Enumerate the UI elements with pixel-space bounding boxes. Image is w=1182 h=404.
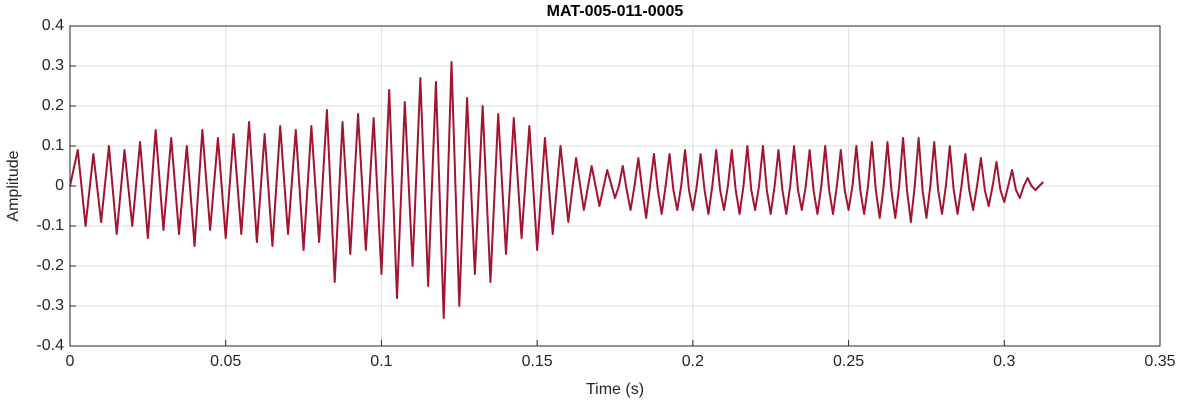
y-tick-label: 0.4: [42, 17, 64, 34]
x-tick-label: 0: [66, 353, 75, 370]
x-tick-label: 0.25: [833, 353, 864, 370]
y-axis-label: Amplitude: [5, 150, 22, 221]
y-tick-label: -0.2: [36, 257, 64, 274]
x-tick-label: 0.15: [522, 353, 553, 370]
x-tick-label: 0.05: [210, 353, 241, 370]
x-tick-label: 0.2: [682, 353, 704, 370]
x-tick-label: 0.35: [1144, 353, 1175, 370]
x-axis-label: Time (s): [586, 381, 644, 398]
y-tick-label: -0.4: [36, 337, 64, 354]
y-tick-label: -0.1: [36, 217, 64, 234]
x-tick-label: 0.1: [370, 353, 392, 370]
waveform-line: [69, 61, 1044, 319]
y-tick-label: 0.2: [42, 97, 64, 114]
y-tick-label: 0.1: [42, 137, 64, 154]
chart-title: MAT-005-011-0005: [547, 3, 684, 20]
y-tick-label: 0.3: [42, 57, 64, 74]
y-tick-label: 0: [55, 177, 64, 194]
y-tick-label: -0.3: [36, 297, 64, 314]
x-tick-label: 0.3: [993, 353, 1015, 370]
